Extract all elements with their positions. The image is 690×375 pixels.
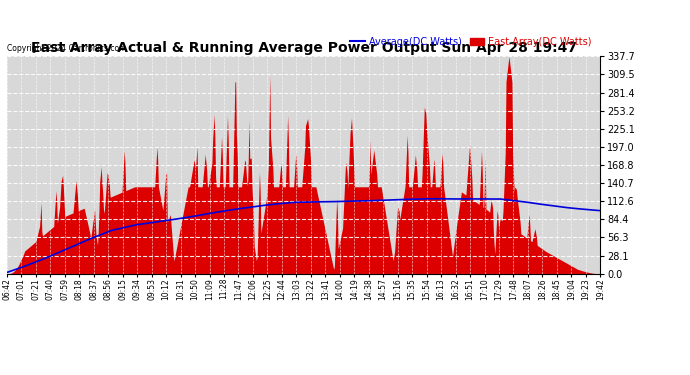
Text: Copyright 2024 Cartronics.com: Copyright 2024 Cartronics.com	[7, 44, 126, 53]
Title: East Array Actual & Running Average Power Output Sun Apr 28 19:47: East Array Actual & Running Average Powe…	[30, 41, 577, 55]
Legend: Average(DC Watts), East Array(DC Watts): Average(DC Watts), East Array(DC Watts)	[346, 33, 595, 51]
